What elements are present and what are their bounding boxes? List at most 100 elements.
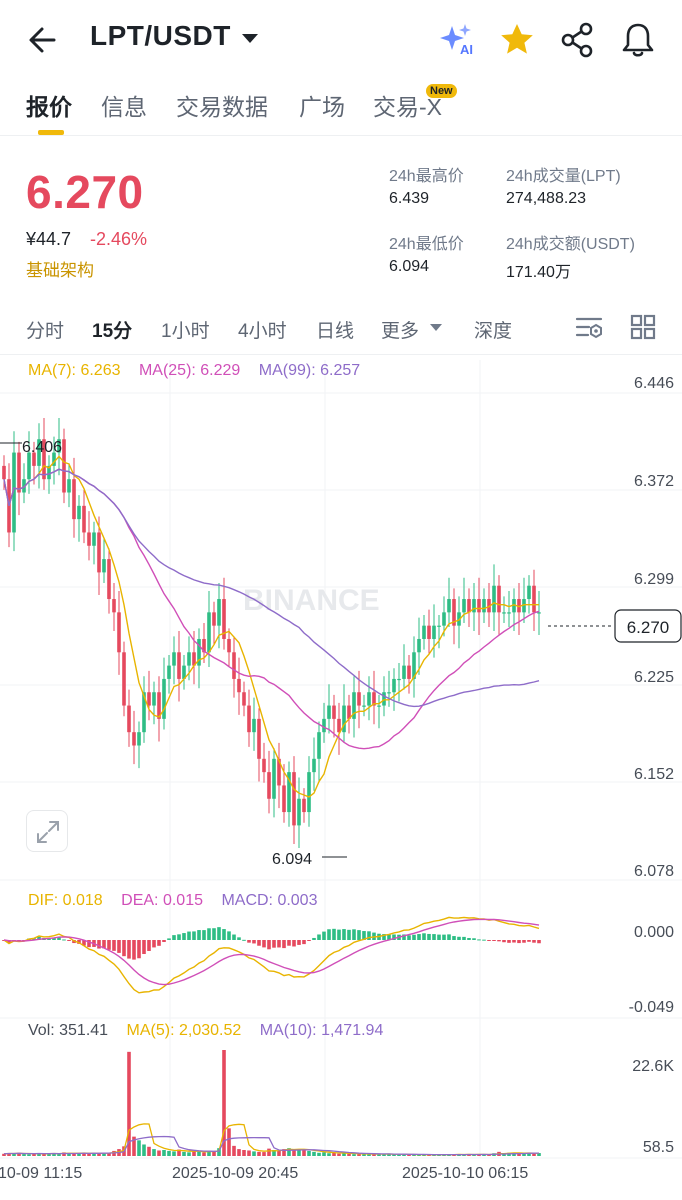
volume-bar [82,1152,86,1156]
star-icon[interactable] [497,20,537,60]
volume-bar [502,1153,506,1156]
candle-body [427,625,431,639]
macd-histogram-bar [327,929,331,940]
tab-trading-data[interactable]: 交易数据 [176,94,268,120]
candle-body [342,705,346,733]
chevron-down-icon[interactable] [242,34,258,43]
macd-histogram-bar [102,940,106,949]
volume-bar [237,1149,241,1156]
candle-body [252,718,256,733]
volume-bar [532,1153,536,1156]
back-arrow-icon[interactable] [24,20,64,60]
volume-bar [317,1152,321,1156]
macd-histogram-bar [362,931,366,940]
macd-histogram-bar [142,940,146,955]
macd-legend: DIF: 0.018 DEA: 0.015 MACD: 0.003 [28,892,317,910]
tab-trade-x[interactable]: 交易-X [373,94,442,120]
interval-15m[interactable]: 15分 [92,321,133,342]
time-axis-label: 10-09 11:15 [0,1165,82,1182]
ai-sparkle-icon[interactable]: AI [438,20,478,60]
macd-histogram-bar [187,931,191,940]
indicator-settings-icon[interactable] [574,312,604,342]
bell-icon[interactable] [618,20,658,60]
volume-bar [342,1153,346,1156]
macd-histogram-bar [402,934,406,940]
candle-body [52,452,56,466]
macd-histogram-bar [517,940,521,944]
macd-histogram-bar [77,940,81,944]
volume-value: 274,488.23 [506,190,587,207]
macd-histogram-bar [112,940,116,951]
depth-tab[interactable]: 深度 [474,321,513,342]
sector-tag[interactable]: 基础架构 [26,261,94,280]
volume-bar [57,1154,61,1156]
volume-label: 24h成交量(LPT) [506,168,621,185]
volume-bar [197,1151,201,1156]
interval-more[interactable]: 更多 [381,321,420,342]
volume-bar [417,1154,421,1156]
candle-body [307,772,311,813]
last-price: 6.270 [26,166,144,218]
ma99-line [3,468,540,708]
volume-bar [312,1151,316,1156]
candle-body [347,705,351,719]
volume-bar [472,1154,476,1156]
macd-histogram-bar [427,933,431,940]
candle-body [47,465,51,480]
grid-layout-icon[interactable] [628,312,658,342]
interval-bar: 分时 15分 1小时 4小时 日线 更多 深度 [0,300,682,355]
ma7-line [3,455,539,798]
interval-1h[interactable]: 1小时 [161,321,210,342]
interval-timeline[interactable]: 分时 [26,321,65,342]
candle-body [182,665,186,679]
candle-body [117,612,121,653]
macd-histogram-bar [47,938,51,940]
macd-histogram-bar [367,931,371,940]
high-marker: 6.406 [22,439,62,456]
macd-histogram-bar [312,937,316,940]
macd-histogram-bar [502,940,506,943]
candle-body [502,612,506,614]
volume-axis-tick: 58.5 [643,1139,674,1156]
volume-bar [282,1149,286,1156]
tab-square[interactable]: 广场 [299,94,345,120]
ma99-value: MA(99): 6.257 [258,362,361,379]
macd-histogram-bar [167,938,171,940]
macd-histogram-bar [487,940,491,941]
dea-value: DEA: 0.015 [121,892,203,909]
volume-bar [302,1150,306,1156]
candle-body [442,612,446,626]
macd-histogram-bar [342,929,346,940]
candle-body [152,692,156,706]
active-tab-indicator [38,130,64,135]
chevron-down-icon[interactable] [430,324,442,331]
tab-info[interactable]: 信息 [101,94,147,120]
fullscreen-button[interactable] [26,810,68,852]
volume-bar [372,1154,376,1156]
interval-4h[interactable]: 4小时 [238,321,287,342]
candle-body [482,599,486,613]
macd-histogram-bar [347,929,351,940]
candle-body [382,692,386,706]
pair-selector[interactable]: LPT/USDT [90,20,231,51]
candle-body [127,705,131,733]
volume-bar [72,1153,76,1156]
candle-body [462,599,466,613]
macd-histogram-bar [87,940,91,948]
candle-body [12,452,16,533]
watermark: BINANCE [243,584,380,617]
volume-bar [377,1154,381,1156]
kline-chart[interactable]: BINANCE 6.446 6.372 6.299 6.225 6.152 6.… [0,360,682,1190]
volume-bar [397,1154,401,1156]
share-icon[interactable] [558,20,598,60]
candle-body [532,585,536,613]
macd-histogram-bar [417,934,421,940]
candle-body [302,798,306,813]
interval-1d[interactable]: 日线 [316,321,355,342]
volume-bar [217,1148,221,1156]
volume-bar [42,1153,46,1156]
tab-quote[interactable]: 报价 [26,94,72,120]
new-badge: New [426,84,457,98]
volume-bar [67,1153,71,1156]
candle-body [202,638,206,653]
